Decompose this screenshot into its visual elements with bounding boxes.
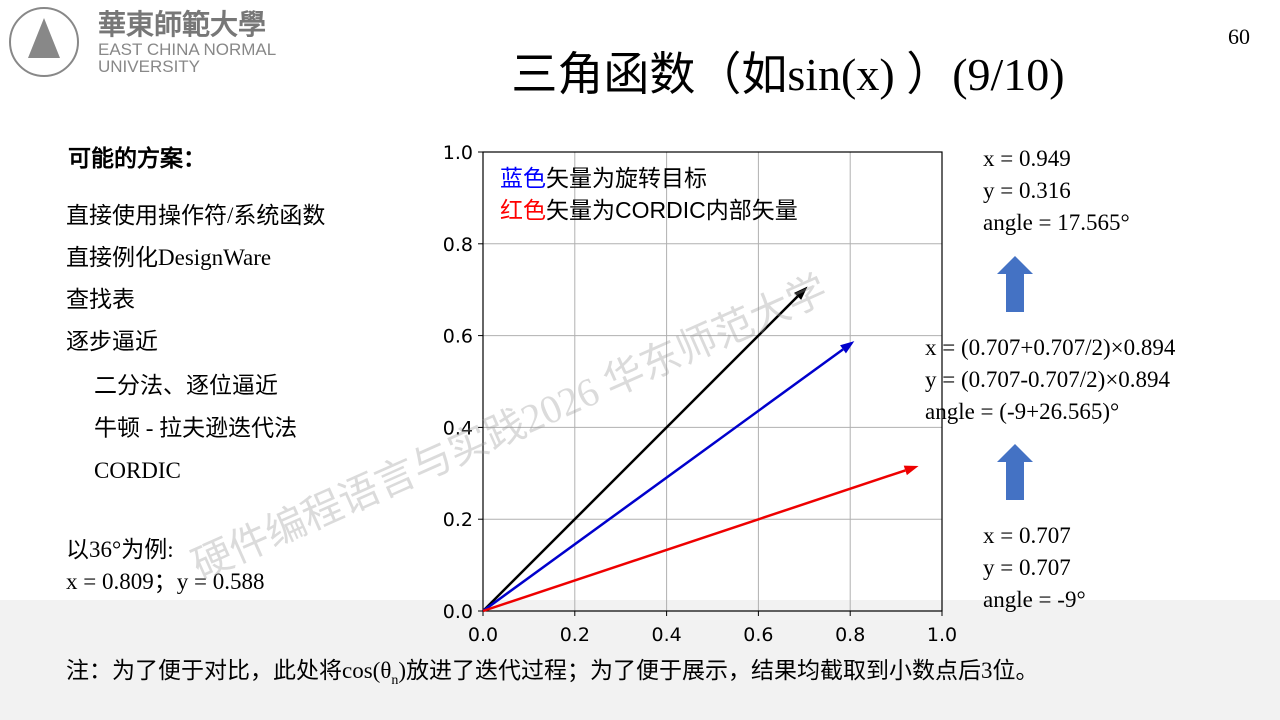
background-strip xyxy=(0,600,1280,720)
annotation-part: 蓝色 xyxy=(500,165,546,191)
list-item: 直接例化DesignWare xyxy=(66,245,271,270)
list-item: 逐步逼近 xyxy=(66,329,158,354)
x-tick-label: 1.0 xyxy=(927,624,957,646)
sub-item: 二分法、逐位逼近 xyxy=(94,373,278,398)
y-tick-label: 0.2 xyxy=(443,509,473,531)
annotation: 红色矢量为CORDIC内部矢量 xyxy=(500,197,798,223)
arrow-head xyxy=(840,341,855,354)
logo-en: EAST CHINA NORMAL xyxy=(98,40,276,59)
x-tick-label: 0.0 xyxy=(468,624,498,646)
page-number: 60 xyxy=(1228,24,1250,49)
annotation-part: 红色 xyxy=(500,197,546,223)
x-tick-label: 0.2 xyxy=(560,624,590,646)
heading: 可能的方案： xyxy=(68,145,206,171)
logo-cn: 華東師範大學 xyxy=(98,8,266,41)
title: 三角函数（如sin(x) ）(9/10) xyxy=(511,49,1064,100)
footnote-sub: n xyxy=(391,673,398,688)
example-values: x = 0.809；y = 0.588 xyxy=(66,569,264,594)
calc-line: y = 0.316 xyxy=(983,178,1071,203)
logo-tree xyxy=(28,18,60,58)
x-tick-label: 0.6 xyxy=(743,624,773,646)
arrow-up xyxy=(997,256,1033,312)
arrow-head xyxy=(903,465,919,476)
arrow-up xyxy=(997,444,1033,500)
calc-line: angle = (-9+26.565)° xyxy=(925,399,1119,424)
annotation-part: 矢量为CORDIC内部矢量 xyxy=(546,197,798,223)
vector-arrow xyxy=(482,469,906,613)
calc-line: y = (0.707-0.707/2)×0.894 xyxy=(925,367,1171,392)
y-tick-label: 1.0 xyxy=(443,142,473,164)
vector-arrow xyxy=(482,348,844,613)
footnote-text: 注：为了便于对比，此处将cos(θ xyxy=(66,658,391,683)
logo-en: UNIVERSITY xyxy=(98,57,200,76)
calc-line: y = 0.707 xyxy=(983,555,1071,580)
sub-item: 牛顿 - 拉夫逊迭代法 xyxy=(94,416,297,441)
calc-line: x = 0.949 xyxy=(983,146,1071,171)
list-item: 直接使用操作符/系统函数 xyxy=(66,203,325,228)
calc-line: x = 0.707 xyxy=(983,523,1071,548)
x-tick-label: 0.8 xyxy=(835,624,865,646)
y-tick-label: 0.8 xyxy=(443,234,473,256)
annotation-part: 矢量为旋转目标 xyxy=(546,165,707,191)
footnote-text: )放进了迭代过程；为了便于展示，结果均截取到小数点后3位。 xyxy=(398,658,1038,683)
calc-line: x = (0.707+0.707/2)×0.894 xyxy=(925,335,1176,360)
chart: 0.0 0.2 0.4 0.6 0.8 1.0 0.0 0.2 0.4 0.6 0.8 1.0 蓝色矢量… xyxy=(443,142,957,646)
arrow-head xyxy=(794,286,808,300)
sub-item: CORDIC xyxy=(94,458,181,483)
logo: 華東師範大學 EAST CHINA NORMAL UNIVERSITY xyxy=(9,7,276,77)
calc-line: angle = 17.565° xyxy=(983,210,1130,235)
example-title: 以36°为例: xyxy=(66,537,174,562)
y-tick-label: 0.0 xyxy=(443,601,473,623)
y-tick-label: 0.6 xyxy=(443,326,473,348)
annotation: 蓝色矢量为旋转目标 xyxy=(500,165,707,191)
logo-circle xyxy=(9,7,79,77)
calc-line: angle = -9° xyxy=(983,587,1086,612)
y-tick-label: 0.4 xyxy=(443,417,473,439)
plot-frame xyxy=(482,151,943,612)
list-item: 查找表 xyxy=(66,287,135,312)
footnote: 注：为了便于对比，此处将cos(θn)放进了迭代过程；为了便于展示，结果均截取到… xyxy=(66,658,1039,688)
x-tick-label: 0.4 xyxy=(651,624,681,646)
vector-arrow xyxy=(482,295,799,612)
